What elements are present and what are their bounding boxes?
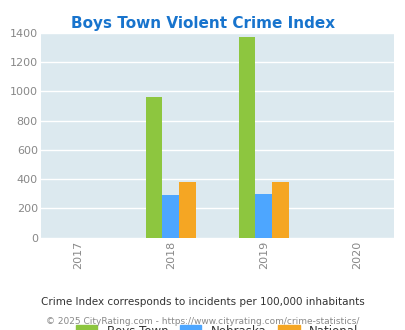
Text: © 2025 CityRating.com - https://www.cityrating.com/crime-statistics/: © 2025 CityRating.com - https://www.city… [46,317,359,326]
Text: Boys Town Violent Crime Index: Boys Town Violent Crime Index [71,16,334,31]
Bar [271,182,288,238]
Text: Crime Index corresponds to incidents per 100,000 inhabitants: Crime Index corresponds to incidents per… [41,297,364,307]
Bar [145,97,162,238]
Bar [162,195,179,238]
Bar [255,194,271,238]
Legend: Boys Town, Nebraska, National: Boys Town, Nebraska, National [72,321,361,330]
Bar [179,182,195,238]
Bar [238,37,255,238]
